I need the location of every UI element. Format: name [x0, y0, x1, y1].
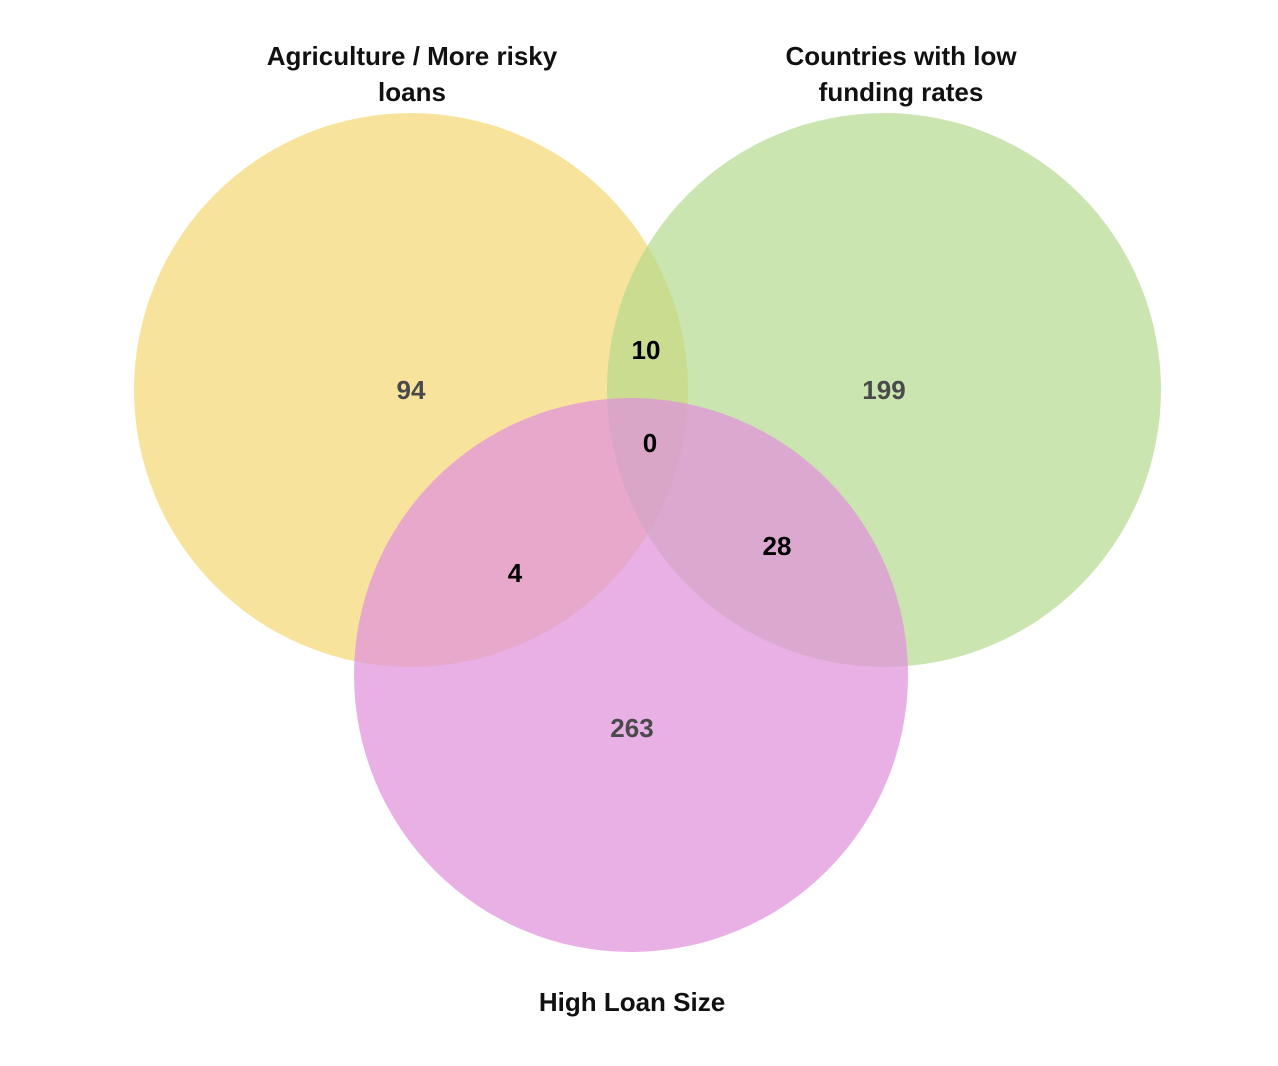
region-a-only-count: 94 [397, 375, 426, 405]
region-a-b-c-count: 0 [643, 428, 657, 458]
set-b-label-line-1: Countries with low [785, 41, 1017, 71]
region-b-c-count: 28 [763, 531, 792, 561]
set-c-circle [354, 398, 908, 952]
region-a-b-count: 10 [632, 335, 661, 365]
region-a-c-count: 4 [508, 558, 523, 588]
set-a-label-line-1: Agriculture / More risky [266, 41, 558, 71]
set-a-label-line-2: loans [378, 77, 446, 107]
set-b-label: Countries with low funding rates [720, 38, 1082, 110]
set-c-label-line-1: High Loan Size [538, 987, 726, 1017]
set-a-label: Agriculture / More risky loans [232, 38, 592, 110]
set-b-label-line-2: funding rates [818, 77, 984, 107]
region-c-only-count: 263 [610, 713, 653, 743]
set-c-label: High Loan Size [432, 984, 832, 1020]
region-b-only-count: 199 [862, 375, 905, 405]
